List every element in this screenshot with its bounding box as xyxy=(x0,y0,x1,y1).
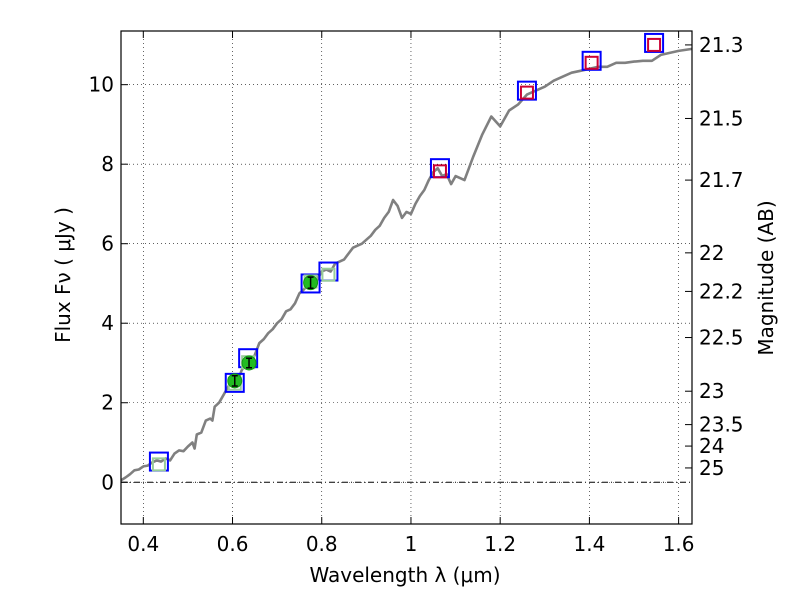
y-tick-label: 4 xyxy=(101,311,114,335)
right-tick-label: 21.5 xyxy=(699,106,744,130)
y-tick-label: 2 xyxy=(101,391,114,415)
plot-frame xyxy=(120,30,693,525)
right-tick-label: 25 xyxy=(699,456,724,480)
red-square-marker xyxy=(584,55,599,70)
x-tick-label: 0.8 xyxy=(306,532,338,556)
x-tick-label: 0.4 xyxy=(127,532,159,556)
x-tick-label: 0.6 xyxy=(217,532,249,556)
blue-square-marker xyxy=(300,273,321,294)
y-tick-label: 0 xyxy=(101,470,114,494)
x-tick-label: 1.4 xyxy=(573,532,605,556)
axis-ticks: 0.4 0.6 0.8 1 1.2 1.4 1.6024681021.321.521.722… xyxy=(89,31,744,556)
right-tick-label: 22 xyxy=(699,241,724,265)
plot-content xyxy=(120,32,693,482)
x-tick-label: 1.2 xyxy=(484,532,516,556)
y-tick-label: 10 xyxy=(89,73,114,97)
y-tick-label: 6 xyxy=(101,232,114,256)
right-tick-label: 22.2 xyxy=(699,279,744,303)
right-tick-label: 24 xyxy=(699,434,724,458)
y-tick-label: 8 xyxy=(101,152,114,176)
green-square-marker xyxy=(321,267,336,282)
x-axis-label: Wavelength λ (μm) xyxy=(309,563,500,587)
red-square-marker xyxy=(647,37,662,52)
blue-square-marker xyxy=(581,50,602,71)
x-tick-label: 1.6 xyxy=(663,532,695,556)
y-axis-label: Flux Fν ( μJy ) xyxy=(51,207,75,343)
right-tick-label: 21.7 xyxy=(699,168,744,192)
x-tick-label: 1 xyxy=(405,532,418,556)
right-tick-label: 21.3 xyxy=(699,33,744,57)
right-tick-label: 22.5 xyxy=(699,326,744,350)
red-square-marker xyxy=(519,85,534,100)
right-tick-label: 23.5 xyxy=(699,413,744,437)
right-tick-label: 23 xyxy=(699,379,724,403)
blue-square-marker xyxy=(644,32,665,53)
blue-square-marker xyxy=(516,80,537,101)
green-square-marker xyxy=(151,457,166,472)
red-square-marker xyxy=(432,164,447,179)
sed-model-line xyxy=(120,47,693,482)
right-axis-label: Magnitude (AB) xyxy=(754,200,778,355)
